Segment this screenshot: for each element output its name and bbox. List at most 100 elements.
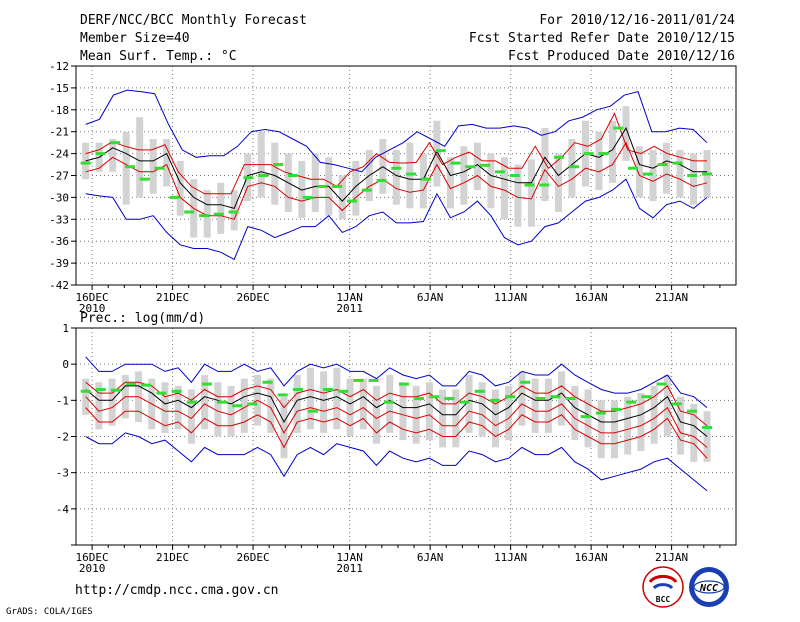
prec-spread-box [174,385,182,430]
temp-obs-marker [243,176,254,180]
temp-spread-box [595,131,603,191]
prec-obs-marker [262,380,273,384]
prec-spread-box [95,382,103,430]
prec-spread-box [531,378,539,433]
temp-ytick-label: -15 [49,82,69,95]
prec-obs-marker [126,382,137,386]
prec-xtick-year: 2010 [79,562,106,575]
prec-obs-marker [429,395,440,399]
temp-spread-box [298,160,306,218]
prec-obs-marker [292,387,303,391]
temp-spread-box [460,146,468,205]
member-size-label: Member Size=40 [80,31,190,46]
prec-spread-box [267,378,275,433]
start-date-label: Fcst Started Refer Date 2010/12/15 [469,31,735,46]
temp-obs-marker [199,214,210,218]
temp-spread-box [109,139,117,172]
prec-spread-box [663,375,671,437]
temp-spread-box [176,160,184,216]
temp-spread-box [392,149,400,205]
prec-spread-box [690,403,698,462]
prec-obs-marker [95,387,106,391]
prec-obs-marker [398,382,409,386]
temp-spread-box [514,164,522,227]
prec-obs-marker [353,378,364,382]
temp-obs-marker [465,165,476,169]
temp-obs-marker [391,166,402,170]
temp-ytick-label: -36 [49,235,69,248]
temp-obs-marker [80,161,91,165]
temp-obs-marker [184,210,195,214]
prec-upper-line [85,381,708,427]
ncc-logo: NCC [689,567,729,607]
temp-xtick-year: 2010 [79,302,106,315]
temp-obs-marker [406,172,417,176]
temp-spread-box [622,106,630,161]
temp-ytick-label: -18 [49,104,69,117]
prec-obs-marker [595,411,606,415]
temp-obs-marker [642,172,653,176]
prec-ytick-label: -4 [56,503,70,516]
temp-obs-marker [110,141,121,145]
prec-ytick-label: 0 [62,358,69,371]
temp-obs-marker [524,183,535,187]
prec-obs-marker [671,402,682,406]
temp-ytick-label: -30 [49,191,69,204]
prec-spread-box [386,375,394,433]
temp-obs-marker [657,163,668,167]
prec-spread-box [505,385,513,441]
temp-spread-box [663,142,671,194]
temp-obs-marker [568,165,579,169]
temp-obs-marker [702,172,713,176]
temp-obs-marker [332,184,343,188]
temp-obs-marker [272,163,283,167]
prec-obs-marker [156,391,167,395]
prec-spread-box [161,382,169,433]
variable-label: Mean Surf. Temp.: °C [80,49,237,64]
forecast-period: For 2010/12/16-2011/01/24 [539,13,735,28]
prec-obs-marker [626,400,637,404]
temp-spread-box [541,128,549,202]
temp-obs-marker [361,188,372,192]
prec-bottom_red-line [85,407,708,459]
prec-spread-box [571,385,579,441]
temp-spread-box [338,175,346,220]
temp-spread-box [230,190,238,231]
prec-spread-box [373,385,381,444]
prec-obs-marker [383,400,394,404]
prec-spread-box [558,371,566,426]
prec-obs-marker [565,397,576,401]
temp-obs-marker [450,161,461,165]
prec-xtick-label: 6JAN [417,551,444,564]
prec-spread-box [82,378,90,415]
temp-spread-box [149,139,157,194]
temp-spread-box [527,159,535,227]
temp-ytick-label: -21 [49,126,69,139]
temp-obs-marker [376,179,387,183]
prec-obs-marker [641,395,652,399]
temp-min-line [85,178,708,261]
temp-spread-box [136,117,144,198]
prec-spread-box [544,378,552,433]
prec-obs-marker [232,404,243,408]
temp-spread-box [635,146,643,198]
temp-obs-marker [125,165,136,169]
temp-ytick-label: -12 [49,60,69,73]
temp-obs-marker [554,155,565,159]
prec-xtick-year: 2011 [336,562,363,575]
temp-spread-box [82,142,90,180]
prec-lower-line [85,396,708,448]
prec-spread-box [624,396,632,455]
prec-spread-box [293,375,301,433]
ncc-logo-text: NCC [699,583,718,594]
prec-obs-marker [368,378,379,382]
prec-spread-box [214,382,222,437]
temp-spread-box [608,120,616,183]
prec-spread-box [187,389,195,444]
temp-obs-marker [317,184,328,188]
prec-spread-box [359,378,367,430]
temp-xtick-label: 21DEC [156,291,189,304]
